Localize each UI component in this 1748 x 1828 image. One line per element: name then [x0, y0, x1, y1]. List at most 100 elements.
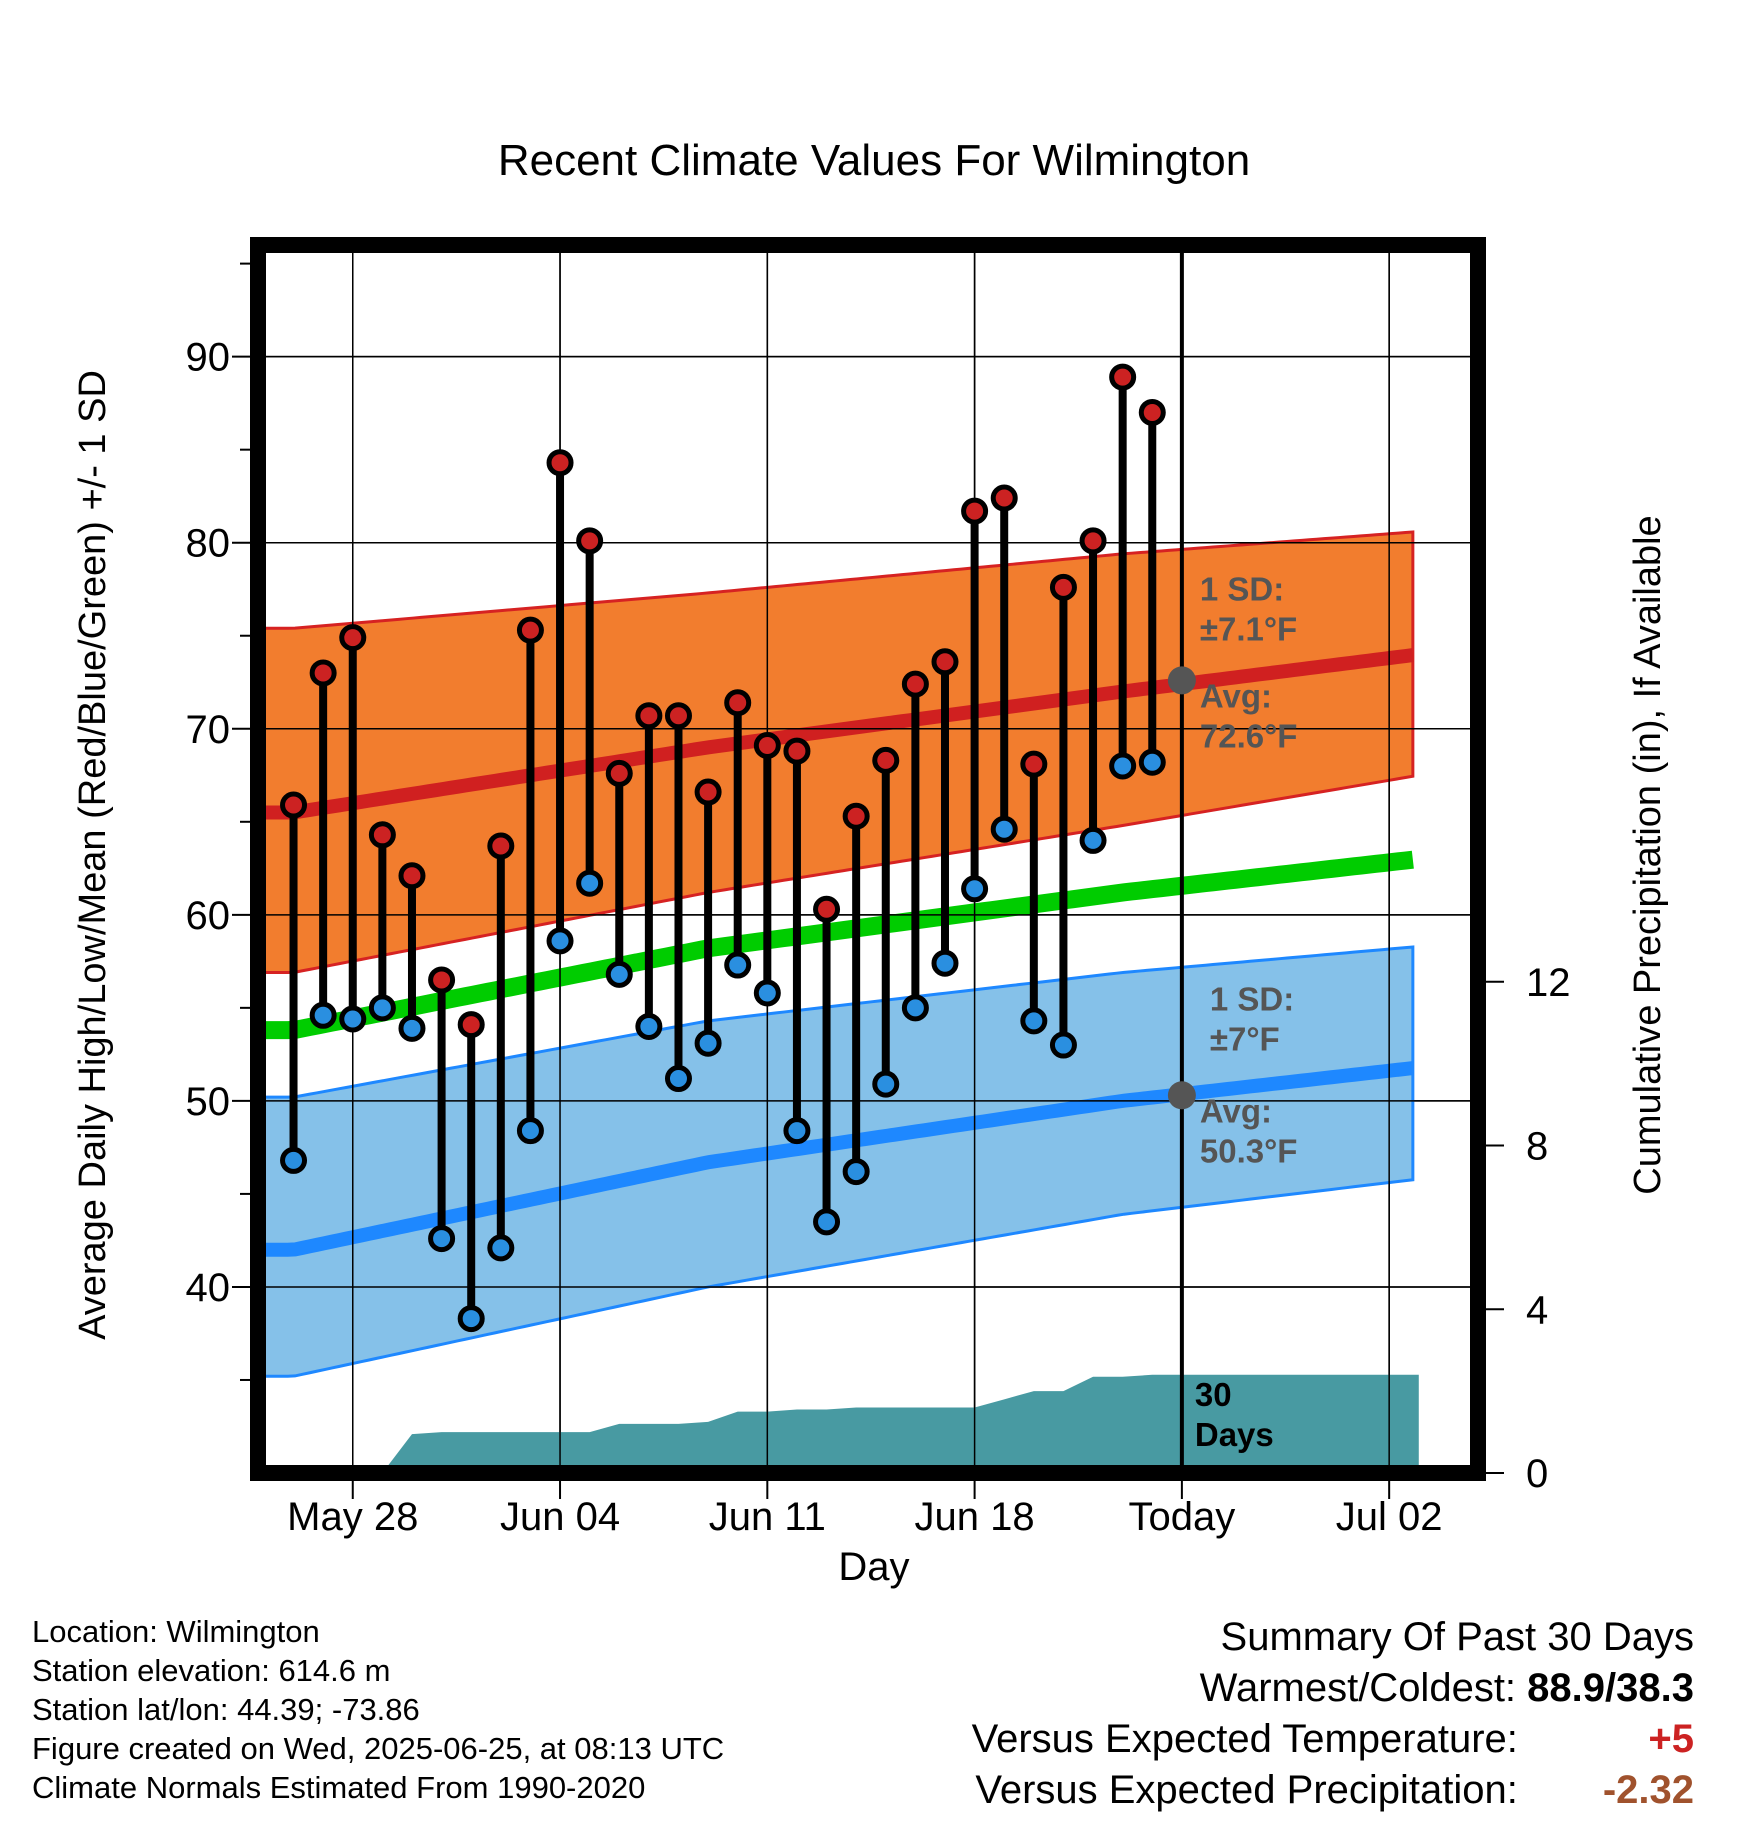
normals-text: Climate Normals Estimated From 1990-2020	[32, 1770, 646, 1805]
daily-high-point	[398, 862, 426, 890]
daily-high-point	[1049, 573, 1077, 601]
daily-low-point	[724, 951, 752, 979]
daily-low-point	[1020, 1007, 1048, 1035]
y-tick-label: 80	[186, 522, 231, 566]
daily-low-point	[842, 1158, 870, 1186]
latlon-text: Station lat/lon: 44.39; -73.86	[32, 1692, 420, 1727]
plot-frame	[250, 237, 1486, 1481]
x-tick-label: Jun 18	[915, 1495, 1035, 1539]
daily-low-point	[961, 875, 989, 903]
y-tick-label: 60	[186, 894, 231, 938]
y2-tick-label: 4	[1526, 1288, 1548, 1332]
daily-low-point	[783, 1117, 811, 1145]
y2-tick-label: 12	[1526, 961, 1571, 1005]
low-sd-label: 1 SD:	[1210, 980, 1294, 1017]
daily-high-point	[1079, 527, 1107, 555]
y2-tick-label: 0	[1526, 1452, 1548, 1496]
daily-low-point	[428, 1225, 456, 1253]
daily-low-point	[664, 1065, 692, 1093]
x-tick-label: Jul 02	[1336, 1495, 1443, 1539]
high-sd-label: 1 SD:	[1200, 570, 1284, 607]
daily-low-point	[546, 927, 574, 955]
y-tick-label: 50	[186, 1080, 231, 1124]
x-tick-label: May 28	[287, 1495, 418, 1539]
y-tick-label: 70	[186, 708, 231, 752]
daily-low-point	[901, 994, 929, 1022]
y2-tick-label: 8	[1526, 1125, 1548, 1169]
daily-high-point	[694, 778, 722, 806]
avg-low-today-point	[1167, 1081, 1196, 1110]
daily-high-point	[546, 449, 574, 477]
daily-high-point	[280, 791, 308, 819]
daily-low-point	[694, 1029, 722, 1057]
daily-high-point	[339, 624, 367, 652]
daily-high-point	[635, 702, 663, 730]
temp-label: Versus Expected Temperature:	[971, 1717, 1518, 1761]
daily-high-point	[487, 832, 515, 860]
high-avg-label: Avg:	[1200, 677, 1272, 714]
daily-low-point	[516, 1117, 544, 1145]
daily-high-point	[428, 966, 456, 994]
daily-high-point	[872, 746, 900, 774]
avg-high-today-point	[1167, 666, 1196, 695]
low-avg-label: Avg:	[1200, 1092, 1272, 1129]
avg-mean-line	[258, 850, 1414, 1040]
station-info: Location: Wilmington Station elevation: …	[32, 1612, 724, 1807]
y-tick-label: 40	[186, 1266, 231, 1310]
temp-value: +5	[1648, 1717, 1694, 1761]
summary-warmest-row: Warmest/Coldest: 88.9/38.3	[972, 1663, 1694, 1714]
daily-high-point	[516, 616, 544, 644]
warmest-value: 88.9/38.3	[1527, 1666, 1694, 1710]
daily-low-point	[753, 979, 781, 1007]
daily-low-point	[931, 949, 959, 977]
daily-low-point	[309, 1001, 337, 1029]
high-avg-value: 72.6°F	[1200, 717, 1298, 754]
days-count-label: 30	[1195, 1376, 1232, 1413]
daily-high-point	[664, 702, 692, 730]
daily-low-point	[576, 869, 604, 897]
x-axis-label: Day	[838, 1545, 909, 1589]
daily-low-point	[990, 815, 1018, 843]
elevation-text: Station elevation: 614.6 m	[32, 1653, 391, 1688]
daily-high-point	[457, 1011, 485, 1039]
daily-low-point	[635, 1012, 663, 1040]
days-word-label: Days	[1195, 1416, 1274, 1453]
avg-high-line	[258, 648, 1414, 820]
daily-high-point	[368, 821, 396, 849]
summary-temp-row: Versus Expected Temperature: +5	[972, 1714, 1694, 1765]
daily-low-point	[398, 1014, 426, 1042]
precip-label: Versus Expected Precipitation:	[975, 1768, 1518, 1812]
daily-high-point	[724, 689, 752, 717]
daily-low-point	[872, 1070, 900, 1098]
daily-low-point	[605, 960, 633, 988]
summary-heading: Summary Of Past 30 Days	[1220, 1615, 1694, 1659]
daily-low-point	[1109, 752, 1137, 780]
daily-low-point	[1049, 1031, 1077, 1059]
location-text: Location: Wilmington	[32, 1614, 320, 1649]
y-axis-label: Average Daily High/Low/Mean (Red/Blue/Gr…	[72, 370, 114, 1340]
x-tick-label: Jun 04	[500, 1495, 620, 1539]
warmest-label: Warmest/Coldest:	[1199, 1666, 1517, 1710]
y-tick-label: 90	[186, 336, 231, 380]
daily-low-point	[339, 1005, 367, 1033]
daily-high-point	[813, 895, 841, 923]
created-text: Figure created on Wed, 2025-06-25, at 08…	[32, 1731, 725, 1766]
daily-high-point	[605, 759, 633, 787]
daily-low-point	[813, 1208, 841, 1236]
daily-low-point	[487, 1234, 515, 1262]
daily-high-point	[309, 659, 337, 687]
daily-high-point	[931, 648, 959, 676]
daily-high-point	[842, 802, 870, 830]
daily-high-point	[1138, 398, 1166, 426]
high-sd-value: ±7.1°F	[1200, 610, 1297, 647]
daily-low-point	[368, 994, 396, 1022]
daily-low-point	[1138, 748, 1166, 776]
daily-high-point	[1020, 750, 1048, 778]
daily-high-point	[901, 670, 929, 698]
avg-low-line	[258, 1061, 1414, 1257]
x-tick-label: Today	[1129, 1495, 1236, 1539]
daily-high-point	[1109, 363, 1137, 391]
daily-high-point	[961, 497, 989, 525]
daily-low-point	[457, 1305, 485, 1333]
